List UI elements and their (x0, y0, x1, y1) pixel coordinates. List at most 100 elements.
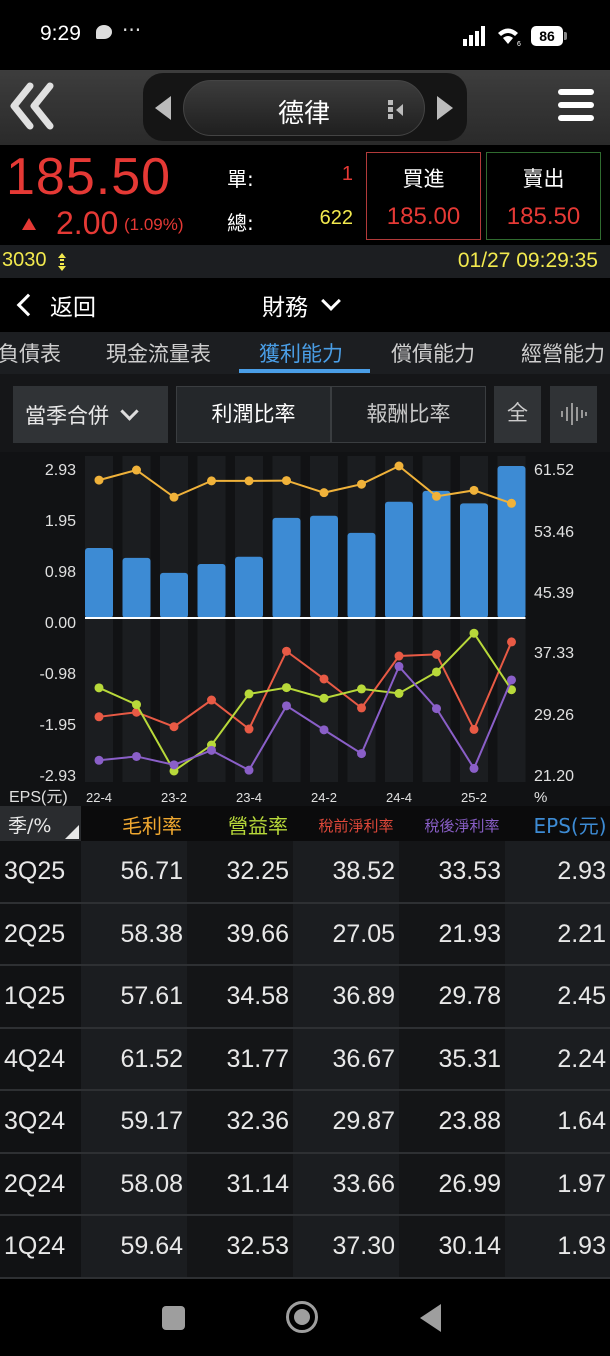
cell-net-margin: 30.14 (399, 1216, 505, 1277)
sell-button[interactable]: 賣出 185.50 (486, 152, 601, 240)
sort-triangle-icon (65, 825, 79, 839)
table-row[interactable]: 2Q24 58.08 31.14 33.66 26.99 1.97 (0, 1153, 610, 1216)
chart-controls: 當季合併 利潤比率 報酬比率 全 (0, 374, 610, 452)
bid-price: 185.00 (386, 203, 461, 230)
hamburger-menu-icon[interactable] (558, 89, 594, 125)
cell-gross-margin: 57.61 (81, 966, 187, 1027)
cell-quarter: 3Q24 (0, 1091, 81, 1152)
cell-operating-margin: 31.14 (187, 1153, 293, 1214)
svg-text:29.26: 29.26 (534, 707, 574, 724)
svg-text:24-2: 24-2 (311, 790, 337, 805)
svg-text:0.00: 0.00 (45, 615, 76, 632)
previous-stock-arrow-icon[interactable] (155, 96, 171, 120)
cell-net-margin: 29.78 (399, 966, 505, 1027)
single-volume-label: 單: (227, 167, 254, 191)
tab-profitability[interactable]: 獲利能力 (259, 342, 343, 366)
return-ratio-segment[interactable]: 報酬比率 (331, 386, 486, 443)
eps-bar (235, 556, 263, 618)
cell-net-margin: 26.99 (399, 1153, 505, 1214)
cell-gross-margin: 59.17 (81, 1091, 187, 1152)
svg-text:61.52: 61.52 (534, 462, 574, 479)
cell-pretax-margin: 29.87 (293, 1091, 399, 1152)
svg-text:45.39: 45.39 (534, 585, 574, 602)
ask-price: 185.50 (506, 203, 581, 230)
chevron-down-icon (120, 402, 139, 421)
svg-text:-0.98: -0.98 (40, 666, 77, 683)
svg-text:24-4: 24-4 (386, 790, 412, 805)
cell-gross-margin: 58.38 (81, 903, 187, 964)
table-row[interactable]: 3Q24 59.17 32.36 29.87 23.88 1.64 (0, 1091, 610, 1154)
cell-pretax-margin: 37.30 (293, 1216, 399, 1277)
header-pretax-margin: 稅前淨利率 (318, 817, 394, 835)
table-row[interactable]: 1Q25 57.61 34.58 36.89 29.78 2.45 (0, 966, 610, 1029)
table-row[interactable]: 1Q24 59.64 32.53 37.30 30.14 1.93 (0, 1216, 610, 1279)
cell-eps: 1.97 (505, 1153, 610, 1214)
cell-signal-icon (463, 26, 489, 46)
svg-text:-2.93: -2.93 (40, 768, 77, 785)
stock-list-icon (388, 100, 403, 119)
sort-corner[interactable]: 季/% (0, 806, 81, 841)
table-row[interactable]: 4Q24 61.52 31.77 36.67 35.31 2.24 (0, 1028, 610, 1091)
stock-name: 德律 (277, 99, 330, 129)
top-bar: 德律 (0, 70, 610, 145)
table-row[interactable]: 2Q25 58.38 39.66 27.05 21.93 2.21 (0, 903, 610, 966)
svg-text:1.95: 1.95 (45, 513, 76, 530)
double-chevron-left-icon[interactable] (8, 82, 60, 130)
cell-quarter: 2Q24 (0, 1153, 81, 1214)
eps-bar (310, 515, 338, 618)
svg-text:EPS(元): EPS(元) (9, 789, 68, 806)
waveform-icon (560, 403, 587, 425)
system-nav-bar (0, 1280, 610, 1356)
eps-bar (122, 557, 151, 618)
cell-eps: 2.21 (505, 903, 610, 964)
cell-operating-margin: 34.58 (187, 966, 293, 1027)
header-eps: EPS(元) (533, 814, 607, 838)
stock-name-pill[interactable]: 德律 (183, 80, 425, 136)
home-icon[interactable] (286, 1301, 318, 1333)
more-notifications-icon: ··· (122, 18, 142, 42)
chart-type-button[interactable] (550, 386, 597, 443)
cell-operating-margin: 32.25 (187, 841, 293, 902)
back-triangle-icon[interactable] (420, 1304, 441, 1332)
cell-operating-margin: 32.53 (187, 1216, 293, 1277)
buy-label: 買進 (402, 167, 445, 191)
eps-bar (160, 572, 188, 618)
cell-quarter: 4Q24 (0, 1028, 81, 1089)
up-triangle-icon (22, 218, 36, 230)
price-change: 2.00 (56, 205, 119, 241)
cell-gross-margin: 56.71 (81, 841, 187, 902)
svg-text:%: % (534, 789, 547, 806)
combo-chart: 2.93 1.95 0.98 0.00 -0.98 -1.95 -2.93 61.52 53.4… (9, 456, 574, 806)
recents-icon[interactable] (162, 1306, 185, 1330)
cell-eps: 1.93 (505, 1216, 610, 1277)
profit-ratio-segment[interactable]: 利潤比率 (176, 386, 331, 443)
total-volume-label: 總: (227, 211, 254, 235)
fullscreen-button[interactable]: 全 (494, 386, 541, 443)
period-dropdown[interactable]: 當季合併 (13, 386, 168, 443)
tab-solvency[interactable]: 償債能力 (391, 342, 475, 366)
tab-cash-flow[interactable]: 現金流量表 (106, 342, 211, 366)
quote-panel: 185.50 2.00 (1.09%) 單: 1 總: 622 買進 185.0… (0, 145, 610, 245)
stock-selector: 德律 (143, 73, 467, 141)
table-header: 季/% 毛利率 營益率 稅前淨利率 稅後淨利率 EPS(元) (0, 806, 610, 841)
corner-label: 季/% (8, 815, 52, 837)
tab-operating-ability[interactable]: 經營能力 (521, 342, 605, 366)
cell-quarter: 1Q25 (0, 966, 81, 1027)
svg-text:2.93: 2.93 (45, 462, 76, 479)
table-row[interactable]: 3Q25 56.71 32.25 38.52 33.53 2.93 (0, 841, 610, 904)
cell-eps: 1.64 (505, 1091, 610, 1152)
tab-balance-sheet[interactable]: 負債表 (0, 342, 61, 366)
header-gross-margin: 毛利率 (122, 814, 182, 838)
battery-icon: 86 (531, 26, 567, 46)
next-stock-arrow-icon[interactable] (437, 96, 453, 120)
chat-notification-icon (96, 25, 112, 39)
profitability-chart[interactable]: 2.93 1.95 0.98 0.00 -0.98 -1.95 -2.93 61.52 53.4… (0, 452, 610, 806)
eps-bar (197, 564, 226, 618)
section-dropdown[interactable]: 財務 (262, 288, 341, 322)
back-button[interactable]: 返回 (12, 288, 96, 322)
buy-button[interactable]: 買進 185.00 (366, 152, 481, 240)
back-label: 返回 (50, 295, 96, 321)
profitability-table: 季/% 毛利率 營益率 稅前淨利率 稅後淨利率 EPS(元) 3Q25 56.71… (0, 806, 610, 1279)
cell-gross-margin: 61.52 (81, 1028, 187, 1089)
cell-net-margin: 33.53 (399, 841, 505, 902)
